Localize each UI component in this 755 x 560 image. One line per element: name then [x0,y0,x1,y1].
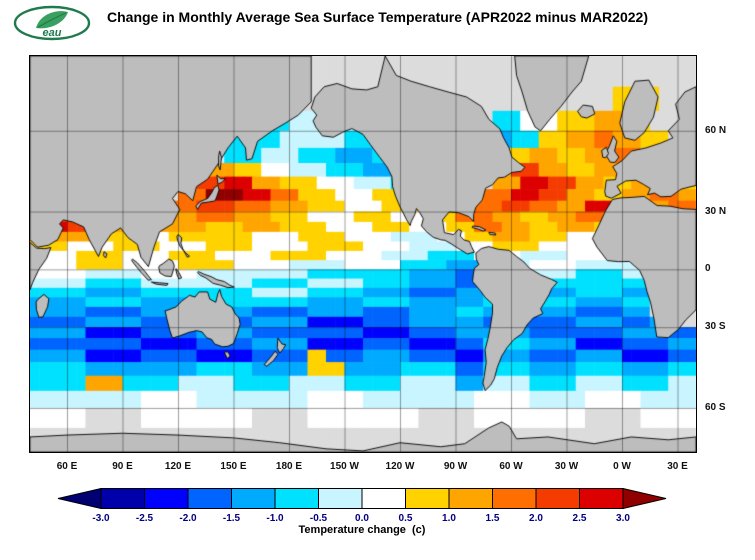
sst-anomaly-heatmap [30,56,696,452]
colorbar-segment [579,488,624,509]
colorbar-right-arrow [622,488,667,509]
colorbar-tick: -1.5 [222,513,241,524]
lon-label: 90 E [112,461,133,472]
colorbar-segment [492,488,537,509]
colorbar-tick: 3.0 [616,513,630,524]
lon-label: 0 W [613,461,631,472]
colorbar-segment [231,488,276,509]
colorbar-segment [274,488,319,509]
lon-label: 60 E [56,461,78,472]
colorbar-segment [144,488,189,509]
colorbar-tick: 0.5 [398,513,413,524]
logo-text: eau [43,27,62,39]
lon-label: 30 W [554,461,579,472]
colorbar-tick: -3.0 [92,513,110,524]
lat-label: 30 N [705,205,727,217]
colorbar-segment [535,488,580,509]
leaf-vein [37,12,67,28]
colorbar-tick: 1.0 [442,513,456,524]
lon-label: 120 E [164,461,192,472]
lat-label: 60 N [705,124,727,136]
map-plot-area [29,55,697,453]
colorbar [57,488,667,509]
lon-label: 150 W [330,461,359,472]
colorbar-tick: 0.0 [355,513,369,524]
lon-label: 120 W [385,461,415,472]
colorbar-tick: -2.0 [179,513,197,524]
lat-label: 60 S [705,401,726,413]
lon-label: 90 W [443,461,468,472]
colorbar-segment [318,488,363,509]
colorbar-caption: Temperature change (c) [298,524,426,536]
logo-oval [13,5,91,41]
lon-label: 180 E [275,461,303,472]
agency-logo: eau [13,5,91,41]
colorbar-tick: -0.5 [309,513,328,524]
map-title: Change in Monthly Average Sea Surface Te… [107,9,648,25]
lat-label: 0 [705,263,711,275]
lat-label: 30 S [705,321,726,333]
colorbar-segment [405,488,450,509]
colorbar-tick: 2.5 [572,513,587,524]
colorbar-tick: 2.0 [529,513,543,524]
colorbar-tick: -2.5 [135,513,154,524]
lon-label: 60 W [499,461,523,472]
colorbar-tick: -1.0 [266,513,284,524]
colorbar-segment [187,488,232,509]
lon-label: 150 E [220,461,247,472]
colorbar-segment [361,488,406,509]
colorbar-left-arrow [57,488,102,509]
colorbar-tick: 1.5 [485,513,500,524]
lon-label: 30 E [667,461,688,472]
colorbar-segment [448,488,493,509]
colorbar-segment [100,488,145,509]
